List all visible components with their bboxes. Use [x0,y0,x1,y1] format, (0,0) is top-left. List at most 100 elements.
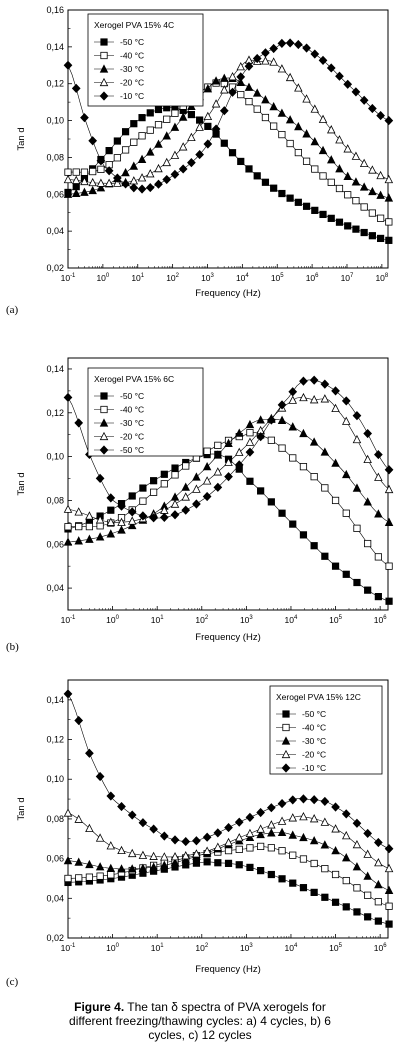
caption-line-2: different freezing/thawing cycles: a) 4 … [69,1014,331,1028]
x-tick-label: 107 [341,273,354,283]
data-point [285,72,295,82]
data-point [288,422,298,431]
x-tick-label: 101 [151,943,164,953]
data-point [299,794,308,804]
data-point [257,867,265,875]
data-point [331,496,340,505]
data-point [331,824,340,833]
data-point [235,845,243,853]
data-point [234,817,244,827]
data-point [137,184,147,194]
data-point [104,166,114,176]
data-point [384,863,394,873]
data-point [368,232,376,240]
figure-caption: Figure 4. The tan δ spectra of PVA xerog… [0,1000,400,1042]
data-point [269,101,278,111]
data-point [237,90,245,99]
data-point [374,858,383,867]
data-point [74,715,84,726]
data-point [150,488,158,496]
x-tick-label: 105 [329,615,342,625]
data-point [351,151,361,160]
data-point [342,853,351,862]
data-point [129,183,139,193]
data-point [170,858,180,867]
data-point [117,864,126,873]
data-point [181,851,190,860]
data-point [75,523,83,531]
data-point [277,827,287,837]
caption-line-3: cycles, c) 12 cycles [148,1028,252,1042]
y-tick-label: 0,14 [46,42,64,52]
data-point [159,512,169,523]
data-point [234,460,244,470]
series-4 [63,38,394,194]
data-point [331,386,340,396]
data-point [107,871,115,879]
data-point [385,597,393,605]
data-point [343,79,353,89]
data-point [331,562,340,570]
data-point [353,908,361,916]
x-tick-label: 10-1 [61,943,76,953]
data-point [139,497,147,505]
series-4 [63,689,394,854]
series-4 [63,375,394,523]
legend-marker [100,405,108,414]
x-tick-label: 105 [329,943,342,953]
data-point [278,130,286,139]
data-point [138,818,148,828]
data-point [75,874,83,882]
data-point [74,814,83,823]
data-point [326,125,336,134]
legend-marker [99,445,109,455]
data-point [89,167,97,176]
data-point [377,214,385,222]
data-point [202,491,212,502]
data-point [352,225,360,233]
data-point [170,510,180,520]
x-axis-label: Frequency (Hz) [195,964,260,975]
data-point [360,203,368,211]
legend-marker [281,749,291,759]
data-point [171,109,179,117]
data-point [117,517,126,526]
data-point [192,484,201,493]
data-point [178,112,188,121]
data-point [288,813,298,822]
data-point [261,48,270,58]
data-point [63,537,73,546]
data-point [359,158,369,168]
data-point [267,844,275,852]
data-point [228,71,237,81]
data-point [224,822,233,833]
data-point [352,483,362,492]
data-point [267,820,276,829]
data-point [342,416,351,425]
data-point [359,182,369,191]
series-0 [64,858,393,928]
y-tick-label: 0,16 [46,5,64,15]
data-point [96,178,106,187]
data-point [309,795,319,805]
data-point [289,520,297,528]
data-point [195,149,204,160]
data-point [278,875,286,883]
data-point [63,60,73,70]
data-point [213,450,223,459]
x-tick-label: 106 [306,273,319,283]
data-point [237,157,245,166]
data-point [137,173,147,182]
data-point [352,862,362,871]
data-point [95,532,105,541]
data-point [321,552,329,560]
series-line [67,82,389,223]
data-point [321,484,329,492]
data-point [261,178,270,186]
data-point [220,85,229,94]
data-point [63,392,73,403]
data-point [213,482,223,492]
data-point [130,138,138,146]
data-point [224,457,233,466]
